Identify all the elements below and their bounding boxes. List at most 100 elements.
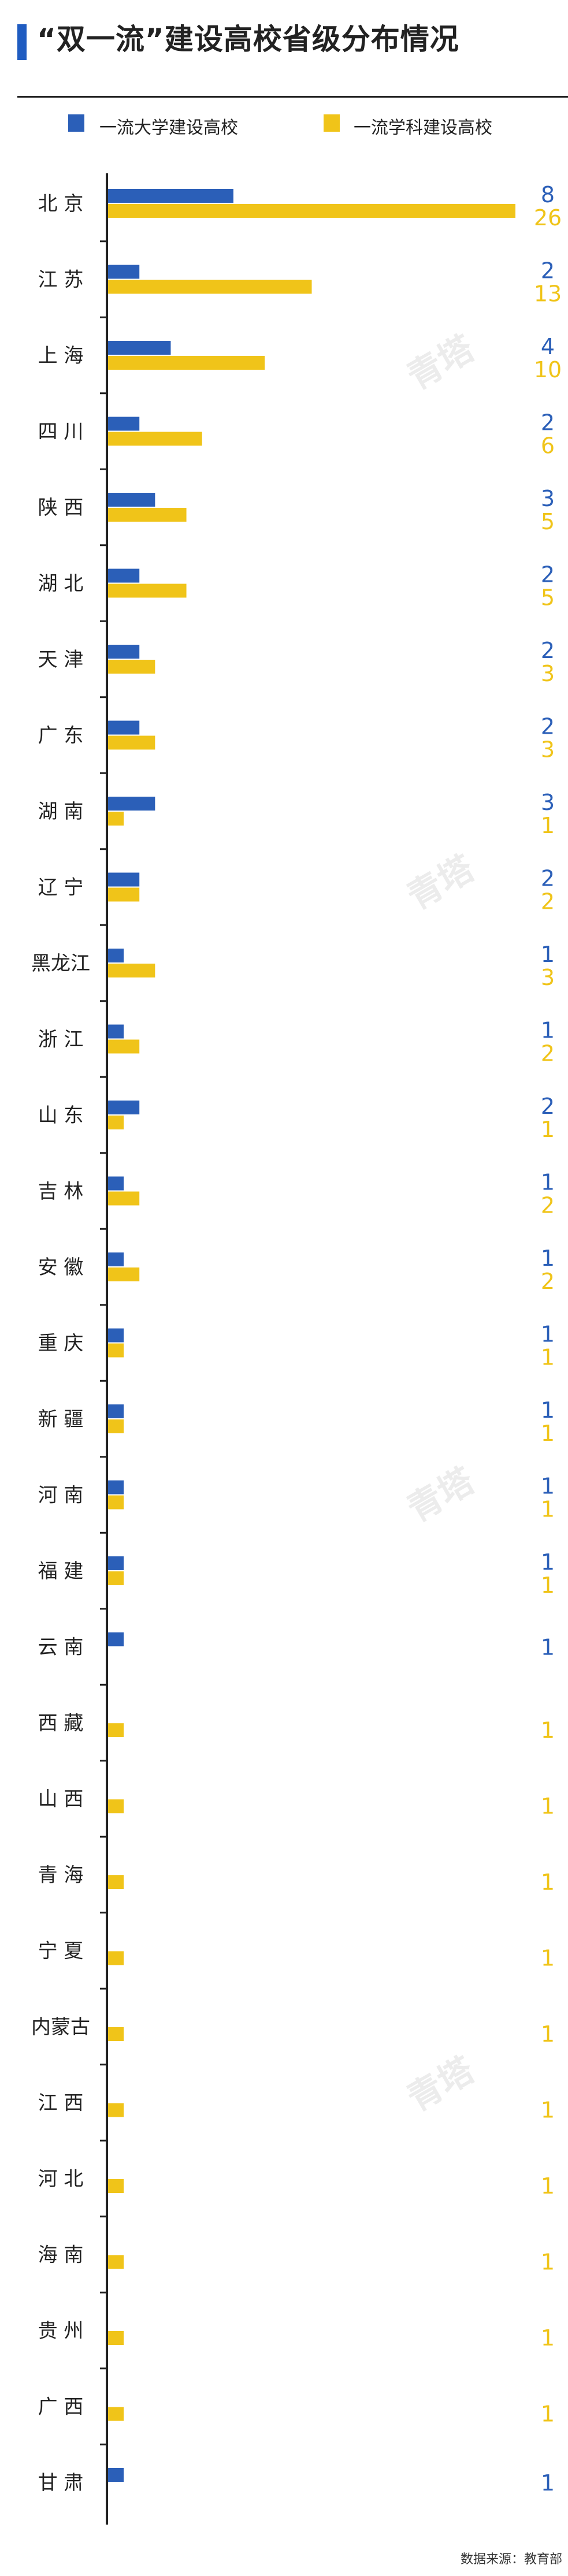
value-label-discipline: 13 (534, 281, 562, 307)
bar-university (108, 872, 140, 887)
bar-university (108, 949, 124, 962)
bar-university (108, 645, 140, 659)
bar-university (108, 1632, 124, 1646)
legend-swatch-university (68, 114, 84, 132)
category-label: 宁 夏 (38, 1940, 84, 1963)
bar-university (108, 797, 155, 811)
bar-university (108, 568, 140, 583)
bar-university (108, 493, 155, 507)
bar-university (108, 417, 140, 431)
value-label-discipline: 3 (541, 661, 555, 686)
value-label-discipline: 1 (541, 1117, 555, 1142)
category-label: 甘 肃 (38, 2471, 84, 2495)
bar-discipline (108, 735, 155, 750)
bar-university (108, 189, 233, 203)
bar-discipline (108, 583, 187, 598)
category-label: 新 疆 (38, 1408, 84, 1431)
category-label: 海 南 (38, 2244, 84, 2267)
value-label-discipline: 1 (541, 2021, 555, 2047)
value-label-discipline: 1 (541, 813, 555, 838)
value-label-discipline: 2 (541, 889, 555, 915)
value-label-discipline: 2 (541, 1193, 555, 1218)
value-label-discipline: 1 (541, 2325, 555, 2351)
bar-discipline (108, 1419, 124, 1433)
value-label-university: 1 (541, 1397, 555, 1423)
data-source-note: 数据来源：教育部 (460, 2552, 562, 2567)
bar-discipline (108, 1495, 124, 1510)
bar-discipline (108, 2179, 124, 2193)
bar-discipline (108, 887, 140, 902)
category-label: 广 西 (38, 2396, 84, 2419)
category-label: 北 京 (38, 192, 84, 215)
value-label-discipline: 10 (534, 357, 562, 382)
category-label: 河 北 (38, 2168, 84, 2191)
value-label-discipline: 2 (541, 1041, 555, 1066)
bar-discipline (108, 2027, 124, 2041)
chart-title: “双一流”建设高校省级分布情况 (37, 23, 459, 56)
category-label: 湖 南 (38, 800, 84, 823)
bar-discipline (108, 204, 515, 218)
title-divider (17, 96, 568, 98)
title-accent-bar (17, 24, 27, 60)
bar-discipline (108, 1116, 124, 1129)
category-label: 吉 林 (38, 1180, 84, 1203)
value-label-discipline: 26 (534, 205, 562, 231)
category-label: 重 庆 (38, 1332, 84, 1355)
bar-university (108, 1176, 124, 1191)
bar-discipline (108, 1571, 124, 1585)
bar-university (108, 1404, 124, 1418)
value-label-university: 2 (541, 1094, 555, 1119)
bar-discipline (108, 1875, 124, 1889)
category-label: 云 南 (38, 1636, 84, 1659)
category-label: 河 南 (38, 1484, 84, 1507)
bar-discipline (108, 2331, 124, 2345)
category-label: 辽 宁 (38, 876, 84, 899)
value-label-discipline: 1 (541, 1794, 555, 1819)
value-label-discipline: 1 (541, 1718, 555, 1743)
value-label-discipline: 1 (541, 2250, 555, 2275)
bar-discipline (108, 2103, 124, 2117)
value-label-discipline: 1 (541, 1869, 555, 1895)
bar-university (108, 1328, 124, 1343)
category-label: 黑龙江 (31, 952, 90, 975)
value-label-university: 3 (541, 486, 555, 511)
value-label-discipline: 1 (541, 2098, 555, 2123)
value-label-university: 8 (541, 182, 555, 207)
bar-discipline (108, 1191, 140, 1206)
bar-university (108, 1252, 124, 1266)
bar-university (108, 341, 171, 355)
value-label-university: 1 (541, 1474, 555, 1499)
category-label: 广 东 (38, 724, 84, 748)
legend-label-discipline: 一流学科建设高校 (354, 118, 492, 138)
category-label: 西 藏 (38, 1712, 84, 1735)
value-label-university: 2 (541, 258, 555, 284)
value-label-university: 2 (541, 714, 555, 739)
bar-discipline (108, 964, 155, 977)
bar-discipline (108, 1343, 124, 1358)
value-label-university: 1 (541, 1018, 555, 1043)
value-label-discipline: 1 (541, 1573, 555, 1598)
bar-discipline (108, 356, 265, 370)
value-label-university: 2 (541, 638, 555, 663)
category-label: 内蒙古 (31, 2016, 90, 2039)
value-label-discipline: 2 (541, 1269, 555, 1294)
value-label-discipline: 3 (541, 965, 555, 990)
bar-university (108, 1480, 124, 1495)
category-label: 青 海 (38, 1864, 84, 1887)
bar-discipline (108, 1723, 124, 1737)
value-label-university: 1 (541, 1322, 555, 1347)
value-label-discipline: 1 (541, 1497, 555, 1522)
category-label: 上 海 (38, 344, 84, 367)
bar-university (108, 720, 140, 735)
value-label-university: 1 (541, 1170, 555, 1195)
value-label-university: 2 (541, 410, 555, 436)
bar-discipline (108, 508, 187, 522)
value-label-discipline: 5 (541, 509, 555, 534)
value-label-university: 1 (541, 942, 555, 967)
value-label-discipline: 5 (541, 585, 555, 611)
category-label: 山 东 (38, 1104, 84, 1127)
category-label: 福 建 (38, 1560, 84, 1583)
value-label-discipline: 1 (541, 1345, 555, 1370)
bar-discipline (108, 432, 202, 446)
